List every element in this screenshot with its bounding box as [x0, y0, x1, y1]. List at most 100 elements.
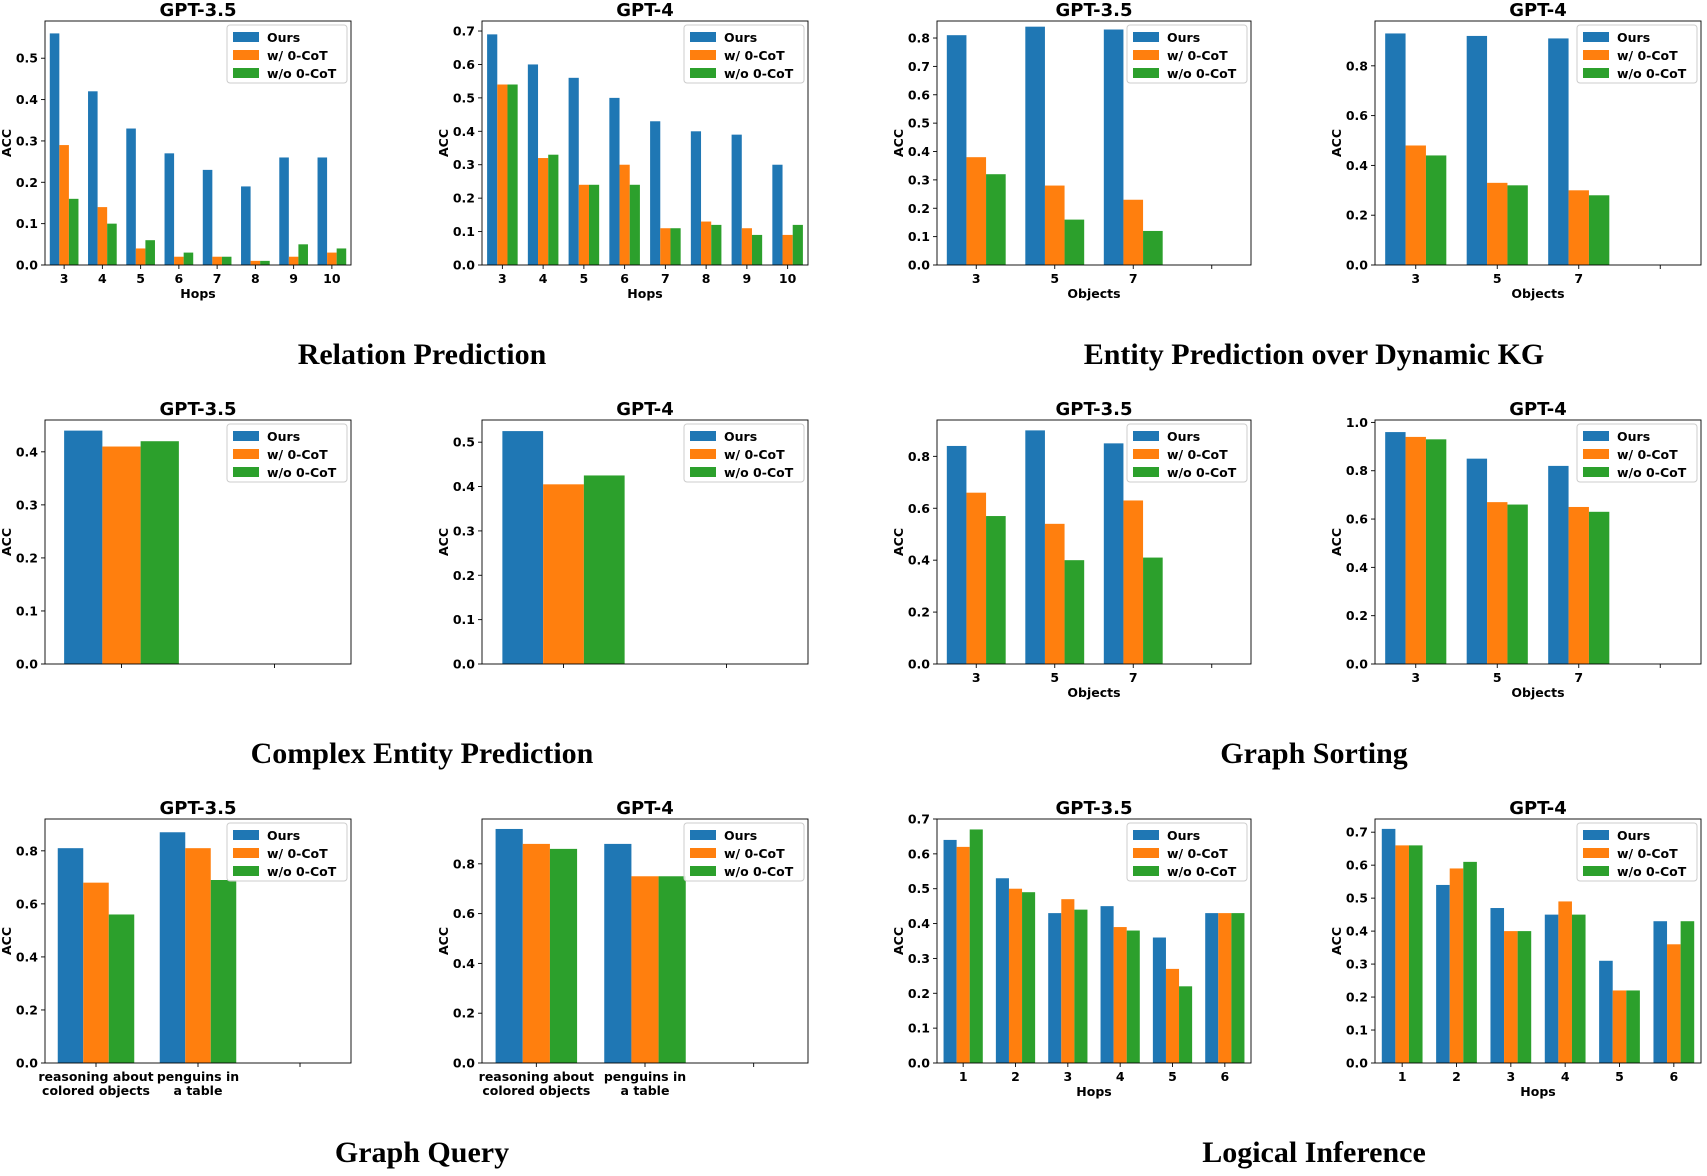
chart-2-bar-w-o-0-cot: [792, 224, 803, 265]
chart-1-bar-w-o-0-cot: [336, 248, 347, 265]
chart-2-bar-w-0-cot: [538, 158, 549, 265]
chart-1-legend-swatch: [233, 32, 259, 42]
chart-12-axes-frame: [1374, 818, 1702, 1064]
chart-2-bar-w-o-0-cot: [507, 84, 518, 265]
chart-8-xtick-label: 5: [1493, 670, 1502, 685]
chart-4-bar-w-o-0-cot: [1425, 155, 1447, 265]
chart-1-legend-label: Ours: [267, 30, 300, 45]
chart-7-ytick-label: 0.4: [908, 553, 930, 568]
chart-1-bar-w-o-0-cot: [183, 252, 194, 265]
chart-6-axes-frame: [481, 419, 809, 665]
chart-2-legend-label: w/ 0-CoT: [724, 48, 785, 63]
chart-7-legend-label: Ours: [1167, 429, 1200, 444]
chart-10-legend-swatch: [690, 866, 716, 876]
chart-2-xtick-label: 10: [779, 271, 797, 286]
chart-10-legend-label: Ours: [724, 828, 757, 843]
chart-7-title: GPT-3.5: [1056, 399, 1133, 420]
chart-9-bar-w-o-0-cot: [108, 914, 135, 1063]
chart-4-ytick-label: 0.0: [1346, 258, 1368, 273]
chart-9-ytick-label: 0.2: [16, 1002, 38, 1017]
chart-7-ytick-label: 0.8: [908, 449, 930, 464]
chart-11-bar-w-0-cot: [1165, 968, 1180, 1063]
chart-1-ytick-label: 0.5: [16, 51, 38, 66]
chart-8-xtick-label: 7: [1574, 670, 1583, 685]
chart-3-bar-ours: [946, 35, 967, 265]
chart-8-bar-w-o-0-cot: [1507, 504, 1528, 664]
chart-12-xlabel: Hops: [1520, 1084, 1555, 1099]
chart-1-bar-w-0-cot: [174, 256, 184, 265]
chart-3-legend-swatch: [1133, 32, 1159, 42]
chart-9-title: GPT-3.5: [160, 798, 237, 819]
chart-12-title: GPT-4: [1509, 798, 1567, 819]
chart-2-ytick-label: 0.6: [453, 57, 475, 72]
chart-7-bar-w-0-cot: [1044, 523, 1065, 664]
chart-10-xtick-label: colored objects: [482, 1083, 590, 1098]
chart-11-title: GPT-3.5: [1056, 798, 1133, 819]
chart-1-xtick-label: 10: [323, 271, 341, 286]
chart-12-ytick-label: 0.2: [1346, 990, 1368, 1005]
chart-2-ylabel: ACC: [436, 129, 451, 157]
chart-1-ytick-label: 0.4: [16, 92, 38, 107]
chart-11-ytick-label: 0.3: [908, 951, 930, 966]
chart-10-xtick-label: reasoning about: [479, 1069, 594, 1084]
chart-6-legend-swatch: [690, 467, 716, 477]
chart-8-ytick-label: 0.2: [1346, 608, 1368, 623]
chart-10-legend-swatch: [690, 848, 716, 858]
chart-9-ytick-label: 0.6: [16, 896, 38, 911]
chart-4-ytick-label: 0.6: [1346, 108, 1368, 123]
chart-6-legend-swatch: [690, 431, 716, 441]
chart-12-legend-swatch: [1583, 830, 1609, 840]
chart-11-legend-label: w/o 0-CoT: [1167, 864, 1237, 879]
chart-12-bar-ours: [1599, 960, 1613, 1063]
chart-9-ylabel: ACC: [0, 927, 14, 955]
chart-2-legend-swatch: [690, 68, 716, 78]
chart-1-xtick-label: 4: [98, 271, 107, 286]
chart-7-ylabel: ACC: [891, 528, 906, 556]
chart-3-bar-w-o-0-cot: [986, 174, 1006, 265]
chart-9-ytick-label: 0.4: [16, 949, 38, 964]
chart-7-xtick-label: 3: [972, 670, 981, 685]
chart-6-title: GPT-4: [616, 399, 674, 420]
chart-12-bar-ours: [1436, 884, 1450, 1063]
chart-3-ytick-label: 0.3: [908, 172, 930, 187]
chart-1-xtick-label: 3: [60, 271, 69, 286]
chart-2-ytick-label: 0.1: [453, 224, 475, 239]
chart-2-xtick-label: 9: [743, 271, 752, 286]
chart-12-legend-label: w/ 0-CoT: [1617, 846, 1678, 861]
section-title-logical-inference: Logical Inference: [1202, 1136, 1426, 1169]
chart-12-bar-w-o-0-cot: [1463, 861, 1477, 1063]
chart-4-bar-w-o-0-cot: [1588, 195, 1610, 265]
chart-8-legend-swatch: [1583, 431, 1609, 441]
chart-2-xtick-label: 5: [580, 271, 589, 286]
chart-10-bar-w-o-0-cot: [658, 876, 686, 1063]
chart-9-xtick-label: reasoning about: [38, 1069, 153, 1084]
chart-8-legend-label: w/o 0-CoT: [1617, 465, 1687, 480]
chart-2-xlabel: Hops: [627, 286, 662, 301]
chart-8-bar-w-0-cot: [1568, 506, 1589, 664]
chart-4-bar-w-0-cot: [1568, 190, 1589, 265]
chart-10-legend-label: w/ 0-CoT: [724, 846, 785, 861]
chart-1-legend-label: w/ 0-CoT: [267, 48, 328, 63]
chart-3-ytick-label: 0.5: [908, 116, 930, 131]
chart-10-bar-ours: [604, 843, 632, 1063]
chart-4-bar-ours: [1548, 38, 1569, 265]
chart-11-ytick-label: 0.6: [908, 846, 930, 861]
chart-2-ytick-label: 0.3: [453, 157, 475, 172]
chart-5-ytick-label: 0.3: [16, 497, 38, 512]
chart-3-ytick-label: 0.0: [908, 258, 930, 273]
chart-5-legend-swatch: [233, 431, 259, 441]
chart-11-xtick-label: 4: [1116, 1069, 1125, 1084]
chart-11-bar-w-0-cot: [1008, 888, 1023, 1063]
chart-3-ytick-label: 0.7: [908, 59, 930, 74]
chart-8-ylabel: ACC: [1329, 528, 1344, 556]
chart-12-ytick-label: 0.1: [1346, 1023, 1368, 1038]
chart-5-ytick-label: 0.2: [16, 550, 38, 565]
chart-11-ytick-label: 0.4: [908, 916, 930, 931]
chart-5-bar-ours: [64, 430, 103, 664]
chart-1-legend-swatch: [233, 50, 259, 60]
chart-7-bar-ours: [1103, 443, 1124, 664]
chart-1-xtick-label: 6: [175, 271, 184, 286]
chart-7-bar-w-o-0-cot: [986, 516, 1006, 664]
chart-5-legend-label: w/ 0-CoT: [267, 447, 328, 462]
